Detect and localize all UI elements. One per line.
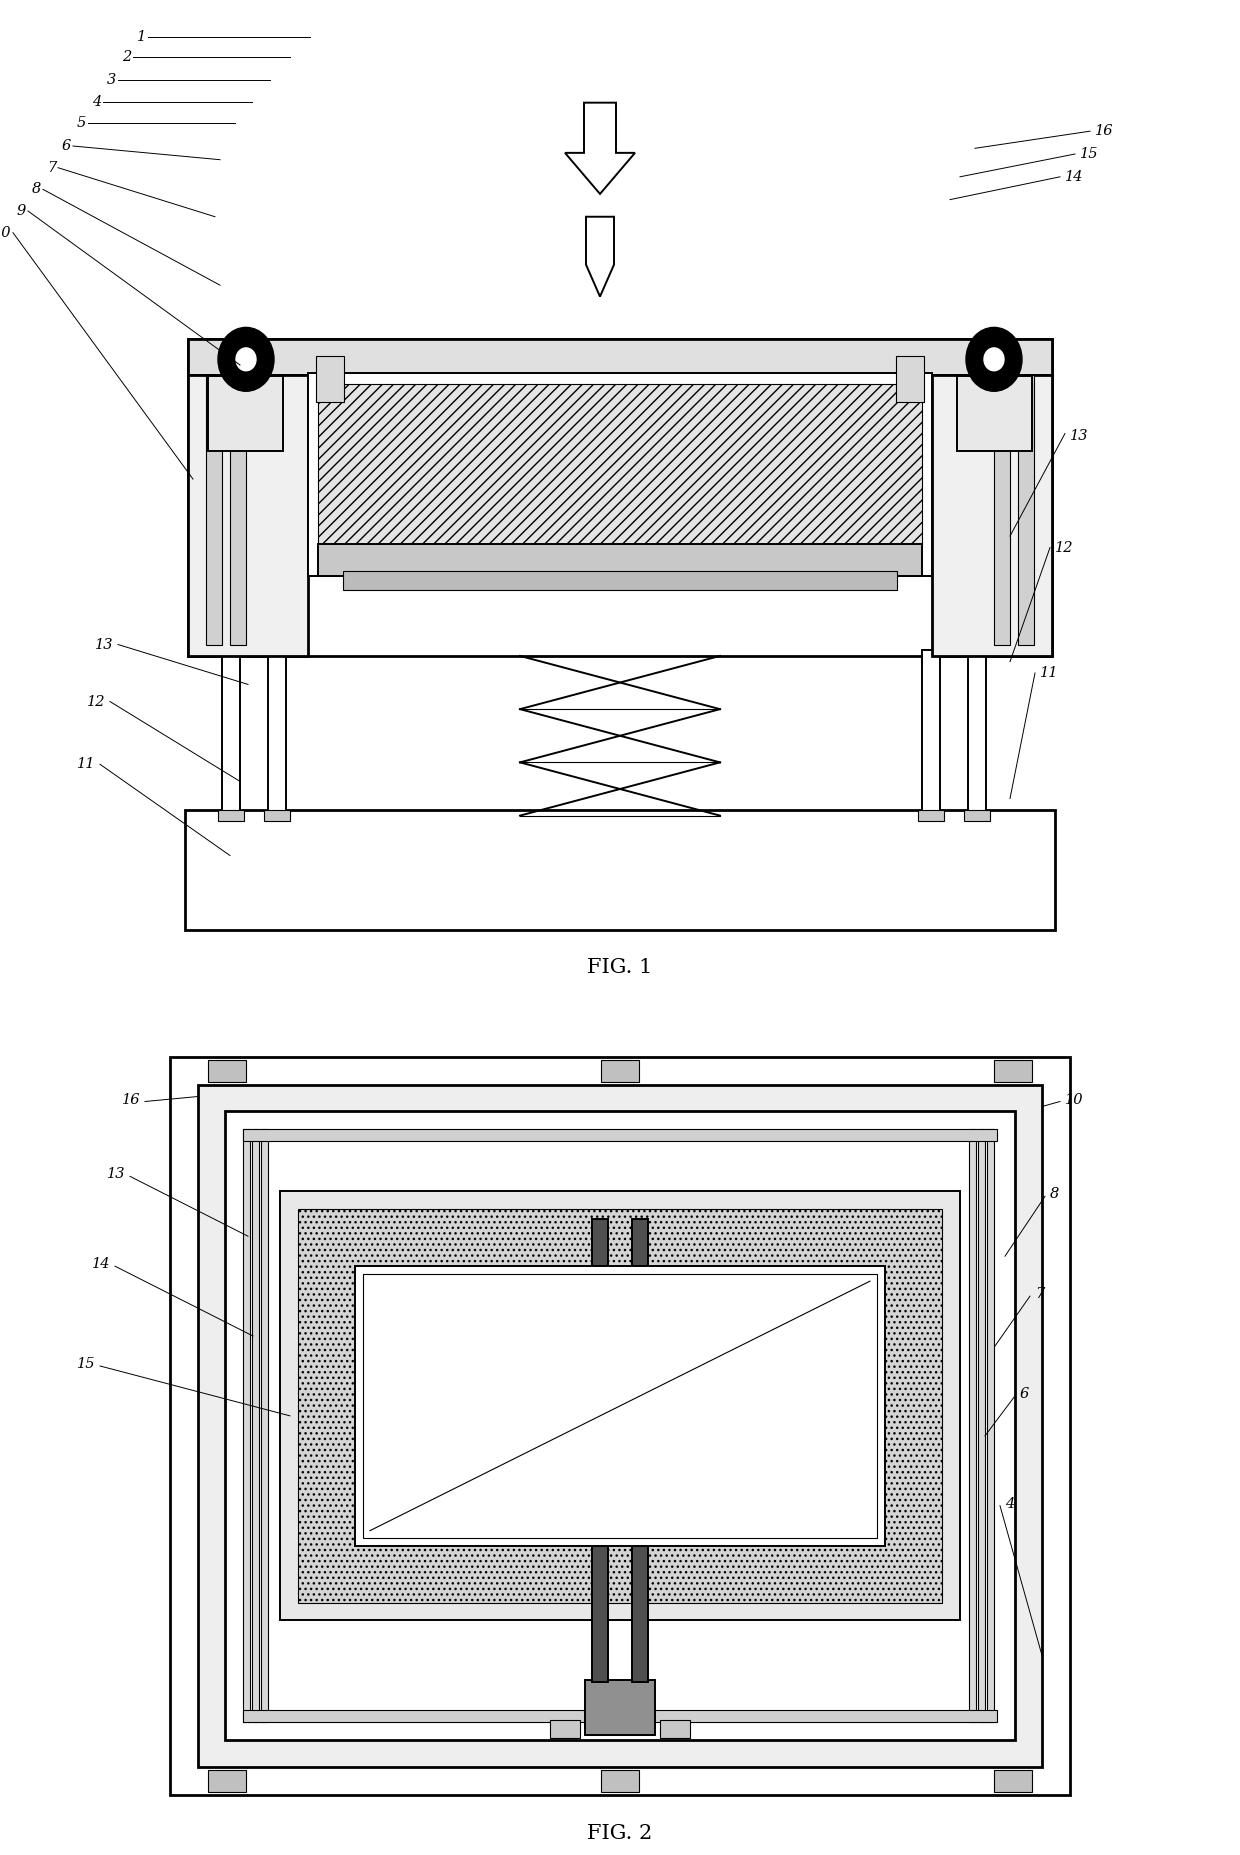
Bar xyxy=(363,1274,877,1538)
Bar xyxy=(601,1059,639,1081)
Text: 5: 5 xyxy=(77,117,86,130)
Bar xyxy=(963,811,990,822)
Text: 13: 13 xyxy=(94,638,113,651)
Bar xyxy=(229,375,246,644)
Bar xyxy=(222,651,241,816)
Text: FIG. 1: FIG. 1 xyxy=(588,957,652,978)
Bar xyxy=(317,384,923,547)
Bar xyxy=(316,356,343,401)
Text: 1: 1 xyxy=(136,30,146,43)
Bar xyxy=(1018,375,1034,644)
Bar xyxy=(632,1219,649,1682)
Text: 16: 16 xyxy=(122,1093,140,1106)
Bar xyxy=(252,1130,259,1721)
Text: 10: 10 xyxy=(0,226,11,239)
Bar xyxy=(188,339,1052,375)
Polygon shape xyxy=(587,217,614,297)
Bar xyxy=(268,651,286,816)
Text: 14: 14 xyxy=(1065,171,1084,184)
Text: 12: 12 xyxy=(87,694,105,709)
Bar xyxy=(994,375,1011,644)
Text: 10: 10 xyxy=(1065,1093,1084,1106)
Polygon shape xyxy=(565,102,635,195)
Bar xyxy=(170,1057,1070,1796)
Text: 11: 11 xyxy=(77,757,95,772)
Bar xyxy=(317,544,923,577)
Bar xyxy=(551,1720,580,1738)
Bar xyxy=(185,811,1055,929)
Text: 14: 14 xyxy=(92,1258,110,1271)
Bar xyxy=(243,1130,997,1141)
Bar xyxy=(280,1191,960,1621)
Circle shape xyxy=(985,349,1004,371)
Text: 3: 3 xyxy=(107,72,117,87)
Bar xyxy=(206,375,222,644)
Bar xyxy=(923,651,940,816)
Bar xyxy=(188,339,1052,657)
Bar xyxy=(660,1720,689,1738)
Text: 8: 8 xyxy=(1050,1187,1059,1202)
Bar xyxy=(218,811,244,822)
Text: 6: 6 xyxy=(1021,1388,1029,1401)
Bar xyxy=(260,1130,268,1721)
Bar xyxy=(932,375,1052,657)
Bar xyxy=(243,1710,997,1721)
Bar xyxy=(308,373,932,577)
Text: 6: 6 xyxy=(62,139,71,152)
Bar xyxy=(994,1059,1032,1081)
Bar xyxy=(264,811,290,822)
Text: 11: 11 xyxy=(1040,666,1059,681)
Text: 9: 9 xyxy=(17,204,26,219)
Bar xyxy=(987,1130,994,1721)
Circle shape xyxy=(966,326,1022,391)
Text: 15: 15 xyxy=(77,1358,95,1371)
Bar xyxy=(978,1130,985,1721)
Text: 7: 7 xyxy=(47,161,56,174)
Text: 2: 2 xyxy=(122,50,131,65)
Text: 15: 15 xyxy=(1080,147,1099,161)
Bar xyxy=(208,1770,246,1792)
Text: 16: 16 xyxy=(1095,124,1114,137)
Text: 13: 13 xyxy=(1070,429,1089,443)
Bar xyxy=(224,1111,1016,1740)
Circle shape xyxy=(236,349,255,371)
Circle shape xyxy=(218,326,274,391)
Bar xyxy=(355,1267,885,1545)
Bar xyxy=(208,1059,246,1081)
Bar xyxy=(918,811,944,822)
Bar xyxy=(343,571,897,590)
Bar xyxy=(957,377,1032,451)
Text: 7: 7 xyxy=(1035,1287,1044,1300)
Bar xyxy=(591,1219,608,1682)
Text: 4: 4 xyxy=(1004,1497,1014,1510)
Bar xyxy=(994,1770,1032,1792)
Text: 13: 13 xyxy=(107,1167,125,1182)
Bar xyxy=(188,375,308,657)
Bar xyxy=(208,377,283,451)
Text: 8: 8 xyxy=(32,182,41,197)
Bar xyxy=(298,1209,942,1603)
Bar xyxy=(968,1130,976,1721)
Bar xyxy=(198,1085,1042,1768)
Text: 12: 12 xyxy=(1055,540,1074,555)
Text: FIG. 2: FIG. 2 xyxy=(588,1823,652,1842)
Bar xyxy=(968,651,986,816)
Bar xyxy=(897,356,924,401)
Bar xyxy=(601,1770,639,1792)
Bar xyxy=(585,1681,655,1734)
Bar xyxy=(243,1130,250,1721)
Text: 4: 4 xyxy=(92,95,100,109)
